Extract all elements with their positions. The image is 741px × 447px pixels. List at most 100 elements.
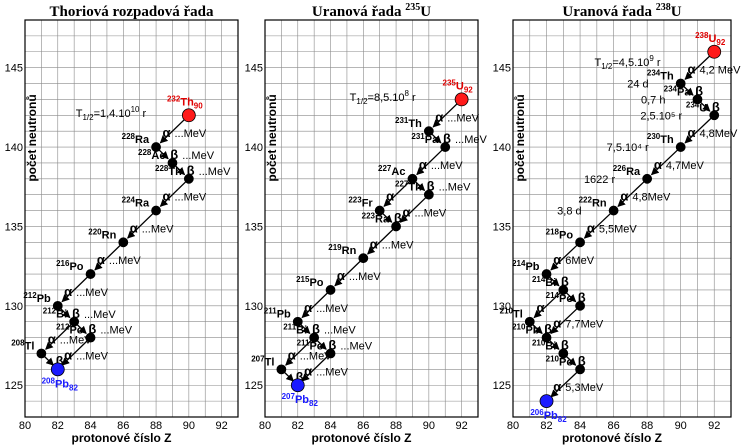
x-tick-label: 80 xyxy=(19,420,31,432)
decay-energy-label: 4,8MeV xyxy=(632,192,671,204)
decay-type-label: α xyxy=(48,332,56,347)
y-tick-label: 125 xyxy=(493,380,511,392)
decay-type-label: α xyxy=(537,300,545,315)
decay-arrow xyxy=(127,212,154,239)
nuclide-point xyxy=(167,158,178,168)
decay-arrow xyxy=(301,355,329,382)
nuclide-label: 226Ra xyxy=(613,164,641,178)
x-tick-label: 90 xyxy=(423,420,435,432)
nuclide-point xyxy=(183,173,194,184)
nuclide-half-life: 2,5.10⁵ r xyxy=(640,110,682,122)
decay-type-label: β xyxy=(561,338,569,353)
y-tick-label: 140 xyxy=(493,142,511,154)
decay-type-label: β xyxy=(88,322,96,337)
decay-type-label: α xyxy=(304,300,312,315)
decay-type-label: β xyxy=(544,322,552,337)
y-tick-label: 145 xyxy=(493,63,511,75)
nuclide-point xyxy=(524,316,535,327)
decay-type-label: α xyxy=(402,205,410,220)
nuclide-point xyxy=(325,348,336,359)
nuclide-point xyxy=(707,44,722,59)
x-tick-label: 82 xyxy=(540,420,552,432)
nuclide-label: 212Pb xyxy=(23,291,51,305)
decay-type-label: α xyxy=(553,252,561,267)
nuclide-point xyxy=(358,253,369,264)
nuclide-label: 210Pb xyxy=(512,323,540,337)
decay-arrow xyxy=(617,181,645,207)
decay-arrow xyxy=(316,339,327,350)
decay-energy-label: 7,7MeV xyxy=(565,319,604,331)
nuclide-point xyxy=(423,189,434,200)
x-tick-label: 84 xyxy=(574,420,586,432)
nuclide-point xyxy=(423,126,434,137)
decay-arrow xyxy=(159,117,187,144)
nuclide-label: 214Po xyxy=(546,291,574,305)
decay-type-label: α xyxy=(419,157,427,172)
nuclide-point xyxy=(325,285,336,295)
y-tick-label: 140 xyxy=(5,142,23,154)
nuclide-point xyxy=(675,78,686,89)
nuclide-point xyxy=(151,142,161,152)
decay-type-label: β xyxy=(443,131,451,146)
nuclide-point xyxy=(151,205,161,216)
nuclide-label: 224Ra xyxy=(122,196,150,210)
panel-3: 80 82 84 86 88 90 92 125 130 135 140 145 protonové č… xyxy=(493,2,741,445)
nuclide-label: 223Ra xyxy=(362,211,390,225)
decay-arrow xyxy=(583,212,612,239)
nuclide-point xyxy=(692,94,703,105)
decay-energy-label: ...MeV xyxy=(447,112,479,124)
nuclide-point xyxy=(50,362,65,377)
decay-type-label: α xyxy=(162,189,170,204)
nuclide-label: 214Pb xyxy=(512,259,540,273)
decay-energy-label: ...MeV xyxy=(431,160,463,172)
decay-type-label: α xyxy=(304,363,312,378)
half-life-label: T1/2=1,4.1010 r xyxy=(76,105,147,122)
nuclide-point xyxy=(575,237,585,248)
nuclide-point xyxy=(52,300,63,311)
decay-arrow xyxy=(565,292,577,303)
y-tick-label: 130 xyxy=(493,301,511,313)
x-tick-label: 80 xyxy=(259,420,271,432)
nuclide-half-life: 3,8 d xyxy=(557,206,581,218)
decay-type-label: β xyxy=(578,353,586,368)
decay-type-label: β xyxy=(712,99,720,114)
decay-type-label: α xyxy=(435,109,443,124)
y-tick-label: 135 xyxy=(493,221,511,233)
nuclide-point xyxy=(309,332,320,343)
decay-energy-label: ...MeV xyxy=(414,208,446,220)
decay-arrow xyxy=(431,133,442,144)
decay-energy-label: 5,3MeV xyxy=(565,382,604,394)
decay-arrow xyxy=(550,371,578,398)
decay-type-label: β xyxy=(187,163,195,178)
nuclide-point xyxy=(85,332,96,343)
decay-arrow xyxy=(174,165,186,176)
decay-arrow xyxy=(94,244,121,271)
nuclide-label: 227Ac xyxy=(378,164,405,178)
nuclide-point xyxy=(642,173,653,184)
half-life-label: T1/2=4,5.109 r xyxy=(595,54,661,71)
x-tick-label: 92 xyxy=(455,420,467,432)
nuclide-label: 208Pb82 xyxy=(42,376,79,392)
nuclide-point xyxy=(675,142,686,152)
half-life-label: T1/2=8,5.108 r xyxy=(350,89,416,106)
x-axis-label: protonové číslo Z xyxy=(562,431,662,445)
decay-arrow xyxy=(699,101,711,112)
nuclide-label: 211Po xyxy=(297,338,324,352)
decay-arrow xyxy=(61,339,89,366)
nuclide-label: 234Th xyxy=(647,69,674,83)
decay-energy-label: 6MeV xyxy=(565,255,594,267)
x-axis-label: protonové číslo Z xyxy=(311,431,411,445)
nuclide-point xyxy=(440,142,451,152)
x-tick-label: 90 xyxy=(675,420,687,432)
nuclide-label: 212Po xyxy=(56,323,84,337)
decay-arrow xyxy=(301,292,329,319)
x-tick-label: 84 xyxy=(84,420,96,432)
y-axis-label: počet neutronů xyxy=(513,94,527,181)
nuclide-point xyxy=(558,348,569,359)
decay-energy-label: ...MeV xyxy=(109,255,141,267)
decay-arrow xyxy=(548,339,560,350)
decay-type-label: β xyxy=(170,147,178,162)
decay-type-label: β xyxy=(394,211,402,226)
decay-type-label: α xyxy=(654,157,662,172)
